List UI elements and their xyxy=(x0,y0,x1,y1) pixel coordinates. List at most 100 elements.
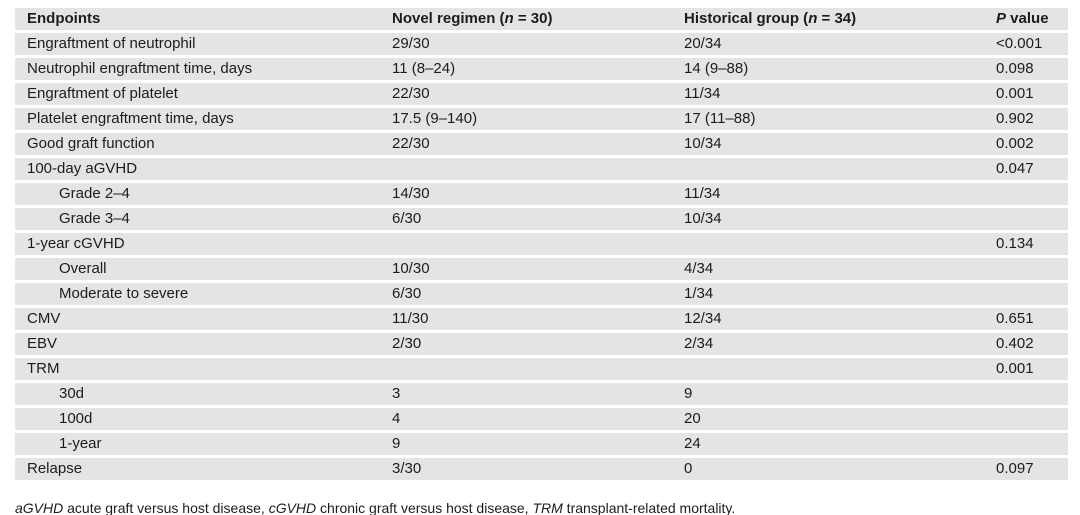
cell-novel: 3 xyxy=(392,383,684,408)
cell-label: Platelet engraftment time, days xyxy=(15,108,392,133)
cell-p: 0.902 xyxy=(996,108,1068,133)
cell-historical: 0 xyxy=(684,458,996,483)
cell-label: Neutrophil engraftment time, days xyxy=(15,58,392,83)
cell-historical: 10/34 xyxy=(684,133,996,158)
table-row: 100d 4 20 xyxy=(15,408,1068,433)
table-row: Relapse 3/30 0 0.097 xyxy=(15,458,1068,483)
header-novel-prefix: Novel regimen ( xyxy=(392,10,505,27)
table-row: Overall 10/30 4/34 xyxy=(15,258,1068,283)
header-novel-suffix: = 30) xyxy=(513,10,553,27)
cell-novel: 29/30 xyxy=(392,33,684,58)
table-row: 1-year 9 24 xyxy=(15,433,1068,458)
cell-novel: 2/30 xyxy=(392,333,684,358)
header-historical-n: n xyxy=(808,10,818,27)
table-row: TRM 0.001 xyxy=(15,358,1068,383)
cell-label: Engraftment of platelet xyxy=(15,83,392,108)
endpoints-table: Endpoints Novel regimen (n = 30) Histori… xyxy=(15,8,1068,483)
cell-historical: 24 xyxy=(684,433,996,458)
cell-historical: 14 (9–88) xyxy=(684,58,996,83)
footnote-abbr-cgvhd: cGVHD xyxy=(268,500,317,515)
footnote-def-trm: transplant-related mortality. xyxy=(562,500,736,515)
cell-novel: 17.5 (9–140) xyxy=(392,108,684,133)
table-row: Grade 2–4 14/30 11/34 xyxy=(15,183,1068,208)
cell-novel: 6/30 xyxy=(392,283,684,308)
cell-p xyxy=(996,383,1068,408)
table-row: EBV 2/30 2/34 0.402 xyxy=(15,333,1068,358)
cell-novel: 22/30 xyxy=(392,133,684,158)
table-row: Grade 3–4 6/30 10/34 xyxy=(15,208,1068,233)
cell-p: 0.097 xyxy=(996,458,1068,483)
cell-p xyxy=(996,433,1068,458)
header-p-italic: P xyxy=(996,10,1007,27)
cell-label: 100-day aGVHD xyxy=(15,158,392,183)
cell-novel xyxy=(392,358,684,383)
cell-label: Relapse xyxy=(15,458,392,483)
cell-label: 30d xyxy=(15,383,392,408)
cell-p xyxy=(996,208,1068,233)
cell-historical: 12/34 xyxy=(684,308,996,333)
table-row: Moderate to severe 6/30 1/34 xyxy=(15,283,1068,308)
cell-p xyxy=(996,283,1068,308)
cell-p xyxy=(996,258,1068,283)
cell-novel: 11 (8–24) xyxy=(392,58,684,83)
cell-historical: 2/34 xyxy=(684,333,996,358)
cell-historical: 10/34 xyxy=(684,208,996,233)
header-endpoints: Endpoints xyxy=(15,8,392,33)
cell-p xyxy=(996,408,1068,433)
header-historical-prefix: Historical group ( xyxy=(684,10,809,27)
cell-novel: 14/30 xyxy=(392,183,684,208)
table-row: 100-day aGVHD 0.047 xyxy=(15,158,1068,183)
header-p-value: P value xyxy=(996,8,1068,33)
cell-historical: 9 xyxy=(684,383,996,408)
header-p-rest: value xyxy=(1006,10,1049,27)
cell-label: EBV xyxy=(15,333,392,358)
table-row: 1-year cGVHD 0.134 xyxy=(15,233,1068,258)
cell-novel: 10/30 xyxy=(392,258,684,283)
table-row: CMV 11/30 12/34 0.651 xyxy=(15,308,1068,333)
cell-p: 0.001 xyxy=(996,83,1068,108)
cell-novel: 3/30 xyxy=(392,458,684,483)
cell-label: Good graft function xyxy=(15,133,392,158)
cell-label: 1-year xyxy=(15,433,392,458)
cell-label: Grade 2–4 xyxy=(15,183,392,208)
cell-p: 0.047 xyxy=(996,158,1068,183)
header-historical-suffix: = 34) xyxy=(817,10,857,27)
cell-historical: 11/34 xyxy=(684,83,996,108)
cell-novel xyxy=(392,233,684,258)
cell-p: 0.134 xyxy=(996,233,1068,258)
cell-historical: 11/34 xyxy=(684,183,996,208)
cell-novel: 6/30 xyxy=(392,208,684,233)
cell-novel: 11/30 xyxy=(392,308,684,333)
cell-p: 0.651 xyxy=(996,308,1068,333)
table-row: Engraftment of neutrophil 29/30 20/34 <0.00… xyxy=(15,33,1068,58)
table-row: Good graft function 22/30 10/34 0.002 xyxy=(15,133,1068,158)
table-header-row: Endpoints Novel regimen (n = 30) Histori… xyxy=(15,8,1068,33)
header-novel-regimen: Novel regimen (n = 30) xyxy=(392,8,684,33)
footnote-abbr-agvhd: aGVHD xyxy=(15,500,64,515)
cell-historical xyxy=(684,233,996,258)
cell-novel: 22/30 xyxy=(392,83,684,108)
cell-historical: 20 xyxy=(684,408,996,433)
cell-p: 0.001 xyxy=(996,358,1068,383)
table-row: Neutrophil engraftment time, days 11 (8–2… xyxy=(15,58,1068,83)
cell-novel: 9 xyxy=(392,433,684,458)
cell-label: CMV xyxy=(15,308,392,333)
table-row: 30d 3 9 xyxy=(15,383,1068,408)
header-historical-group: Historical group (n = 34) xyxy=(684,8,996,33)
table-row: Engraftment of platelet 22/30 11/34 0.001 xyxy=(15,83,1068,108)
table-body: Engraftment of neutrophil 29/30 20/34 <0.00… xyxy=(15,33,1068,483)
table-footnote: aGVHD acute graft versus host disease, c… xyxy=(15,499,735,515)
cell-label: TRM xyxy=(15,358,392,383)
cell-historical: 4/34 xyxy=(684,258,996,283)
cell-label: Moderate to severe xyxy=(15,283,392,308)
cell-historical xyxy=(684,158,996,183)
footnote-def-agvhd: acute graft versus host disease, xyxy=(63,500,269,515)
cell-historical xyxy=(684,358,996,383)
table-row: Platelet engraftment time, days 17.5 (9–1… xyxy=(15,108,1068,133)
footnote-def-cgvhd: chronic graft versus host disease, xyxy=(316,500,533,515)
cell-label: Engraftment of neutrophil xyxy=(15,33,392,58)
cell-label: Overall xyxy=(15,258,392,283)
cell-novel xyxy=(392,158,684,183)
cell-p: <0.001 xyxy=(996,33,1068,58)
cell-p: 0.002 xyxy=(996,133,1068,158)
